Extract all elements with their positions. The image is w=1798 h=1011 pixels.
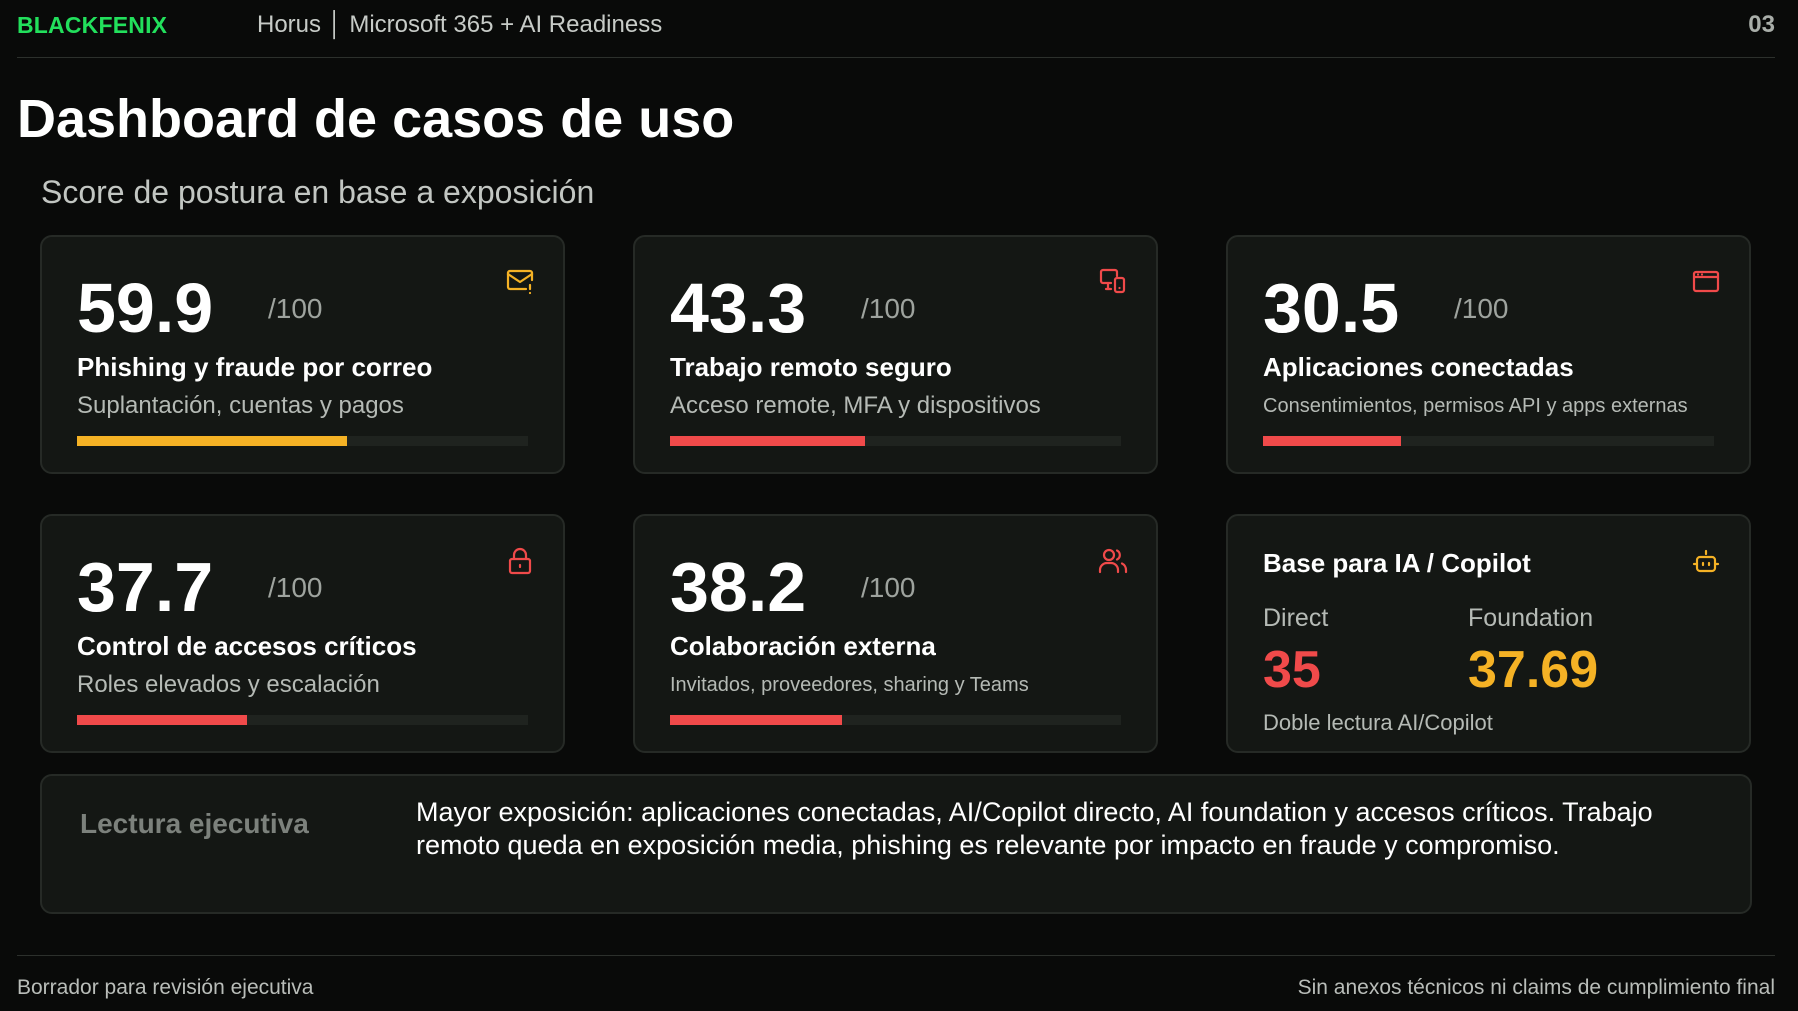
card-score: 43.3: [670, 269, 807, 347]
top-bar: BLACKFENIX Horus │ Microsoft 365 + AI Re…: [17, 0, 1775, 58]
score-card-remote-work: 43.3 /100 Trabajo remoto seguro Acceso r…: [633, 235, 1158, 474]
score-card-connected-apps: 30.5 /100 Aplicaciones conectadas Consen…: [1226, 235, 1751, 474]
card-score-max: /100: [268, 293, 323, 324]
page-subtitle: Score de postura en base a exposición: [41, 174, 595, 210]
footer-divider: [17, 955, 1775, 956]
card-description: Roles elevados y escalación: [77, 671, 380, 698]
card-score: 30.5: [1263, 269, 1400, 347]
footer-left-note: Borrador para revisión ejecutiva: [17, 976, 314, 999]
card-title: Control de accesos críticos: [77, 631, 417, 661]
card-score: 59.9: [77, 269, 214, 347]
app-window-icon: [1692, 270, 1720, 293]
direct-label: Direct: [1263, 604, 1329, 632]
page-title: Dashboard de casos de uso: [17, 89, 735, 149]
card-title: Trabajo remoto seguro: [670, 352, 952, 382]
ai-card-note: Doble lectura AI/Copilot: [1263, 710, 1493, 735]
score-progress-bar: [77, 436, 528, 446]
foundation-label: Foundation: [1468, 604, 1594, 632]
card-description: Invitados, proveedores, sharing y Teams: [670, 674, 1029, 696]
card-description: Suplantación, cuentas y pagos: [77, 392, 404, 419]
card-score-max: /100: [861, 293, 916, 324]
executive-summary-text: Mayor exposición: aplicaciones conectada…: [416, 797, 1653, 860]
score-progress-bar: [77, 715, 528, 725]
foundation-value: 37.69: [1468, 641, 1599, 699]
users-icon: [1098, 548, 1128, 574]
score-progress-fill: [77, 436, 348, 446]
score-progress-fill: [77, 715, 248, 725]
score-progress-fill: [670, 715, 843, 725]
ai-card-title: Base para IA / Copilot: [1263, 548, 1531, 578]
card-title: Phishing y fraude por correo: [77, 352, 433, 382]
card-title: Colaboración externa: [670, 631, 936, 661]
brand-logo: BLACKFENIX: [17, 12, 168, 38]
score-progress-fill: [1263, 436, 1401, 446]
executive-summary-label: Lectura ejecutiva: [80, 808, 309, 839]
direct-value: 35: [1263, 641, 1321, 699]
score-progress-bar: [1263, 436, 1714, 446]
footer-right-note: Sin anexos técnicos ni claims de cumplim…: [1297, 976, 1775, 999]
robot-icon: [1692, 549, 1720, 573]
score-progress-fill: [670, 436, 866, 446]
score-progress-bar: [670, 715, 1121, 725]
card-score-max: /100: [861, 572, 916, 603]
card-score-max: /100: [268, 572, 323, 603]
devices-icon: [1099, 268, 1126, 294]
score-card-critical-access: 37.7 /100 Control de accesos críticos Ro…: [40, 514, 565, 753]
score-progress-bar: [670, 436, 1121, 446]
page-number: 03: [1748, 11, 1775, 38]
lock-icon: [508, 547, 532, 575]
card-title: Aplicaciones conectadas: [1263, 352, 1574, 382]
score-card-phishing: 59.9 /100 Phishing y fraude por correo S…: [40, 235, 565, 474]
card-score-max: /100: [1454, 293, 1509, 324]
card-score: 38.2: [670, 548, 807, 626]
card-description: Acceso remote, MFA y dispositivos: [670, 392, 1041, 419]
card-description: Consentimientos, permisos API y apps ext…: [1263, 395, 1688, 417]
document-title: Horus │ Microsoft 365 + AI Readiness: [257, 11, 663, 38]
executive-summary: Lectura ejecutiva Mayor exposición: apli…: [40, 774, 1752, 914]
ai-copilot-card: Base para IA / Copilot Direct 35 Foundat…: [1226, 514, 1751, 753]
card-score: 37.7: [77, 548, 214, 626]
mail-alert-icon: [506, 269, 534, 295]
score-card-external-collaboration: 38.2 /100 Colaboración externa Invitados…: [633, 514, 1158, 753]
